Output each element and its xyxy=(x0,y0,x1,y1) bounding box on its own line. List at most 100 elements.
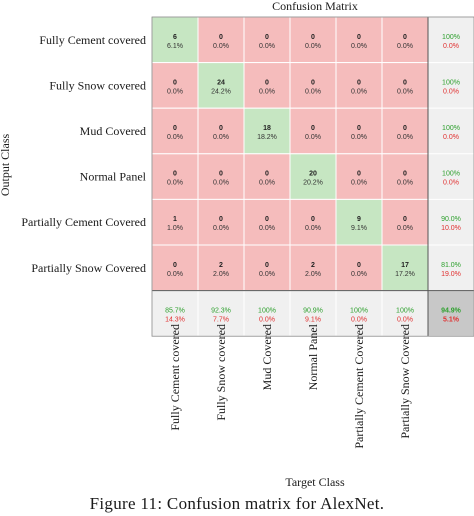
correct-cell xyxy=(151,16,199,64)
row-summary-cell xyxy=(427,107,474,155)
overall-accuracy: 94.9% xyxy=(441,307,462,314)
column-summary-error: 14.3% xyxy=(165,316,185,323)
row-label: Normal Panel xyxy=(80,170,147,184)
error-cell xyxy=(243,153,291,200)
cell-percent: 0.0% xyxy=(397,134,413,141)
column-summary-cell xyxy=(335,290,383,337)
column-summary-error: 0.0% xyxy=(397,316,413,323)
cell-count: 0 xyxy=(403,216,407,223)
row-label: Partially Snow Covered xyxy=(31,261,146,275)
cell-count: 0 xyxy=(357,79,361,86)
row-summary-cell xyxy=(427,198,474,246)
row-summary-error: 0.0% xyxy=(443,134,459,141)
cell-count: 24 xyxy=(217,79,225,86)
cell-percent: 0.0% xyxy=(259,88,275,95)
cell-count: 0 xyxy=(265,34,269,41)
cell-percent: 0.0% xyxy=(259,43,275,50)
cell-percent: 20.2% xyxy=(303,180,323,187)
correct-cell xyxy=(197,62,245,109)
cell-percent: 0.0% xyxy=(397,43,413,50)
cell-percent: 24.2% xyxy=(211,88,231,95)
row-summary-error: 10.0% xyxy=(441,225,461,232)
cell-percent: 18.2% xyxy=(257,134,277,141)
row-summary-error: 19.0% xyxy=(441,271,461,278)
cell-count: 0 xyxy=(173,79,177,86)
cell-count: 2 xyxy=(219,262,223,269)
cell-count: 0 xyxy=(265,171,269,178)
cell-count: 0 xyxy=(219,216,223,223)
y-axis-label: Output Class xyxy=(0,134,12,197)
cell-percent: 0.0% xyxy=(305,43,321,50)
cell-percent: 0.0% xyxy=(397,180,413,187)
row-label: Partially Cement Covered xyxy=(21,215,146,229)
column-label: Mud Covered xyxy=(260,324,274,390)
cell-count: 0 xyxy=(311,34,315,41)
cell-count: 20 xyxy=(309,171,317,178)
error-cell xyxy=(197,16,245,64)
cell-count: 0 xyxy=(403,34,407,41)
error-cell xyxy=(289,62,337,109)
row-label: Mud Covered xyxy=(80,124,146,138)
row-label: Fully Cement covered xyxy=(39,33,146,47)
column-summary-cell xyxy=(197,290,245,337)
cell-count: 6 xyxy=(173,34,177,41)
cell-count: 18 xyxy=(263,125,271,132)
cell-count: 0 xyxy=(265,262,269,269)
cell-percent: 0.0% xyxy=(351,43,367,50)
row-summary-error: 0.0% xyxy=(443,88,459,95)
cell-count: 0 xyxy=(265,216,269,223)
cell-percent: 0.0% xyxy=(167,134,183,141)
overall-accuracy-cell xyxy=(427,290,474,337)
cell-count: 0 xyxy=(311,125,315,132)
column-summary-correct: 92.3% xyxy=(211,307,231,314)
chart-title: Confusion Matrix xyxy=(272,0,358,13)
error-cell xyxy=(381,107,429,155)
error-cell xyxy=(381,62,429,109)
error-cell xyxy=(151,153,199,200)
correct-cell xyxy=(289,153,337,200)
row-summary-correct: 90.0% xyxy=(441,216,461,223)
error-cell xyxy=(243,198,291,246)
column-summary-error: 7.7% xyxy=(213,316,229,323)
column-summary-error: 0.0% xyxy=(351,316,367,323)
row-summary-error: 0.0% xyxy=(443,180,459,187)
cell-percent: 9.1% xyxy=(351,225,367,232)
cell-percent: 0.0% xyxy=(397,88,413,95)
cell-count: 0 xyxy=(311,216,315,223)
cell-percent: 2.0% xyxy=(213,271,229,278)
cell-count: 0 xyxy=(357,171,361,178)
error-cell xyxy=(197,153,245,200)
cell-count: 0 xyxy=(265,79,269,86)
overall-error: 5.1% xyxy=(443,316,460,323)
cell-count: 0 xyxy=(357,34,361,41)
row-summary-correct: 100% xyxy=(442,125,460,132)
column-label: Normal Panel xyxy=(306,323,320,390)
cell-percent: 0.0% xyxy=(351,271,367,278)
cell-percent: 0.0% xyxy=(259,225,275,232)
column-summary-correct: 85.7% xyxy=(165,307,185,314)
column-summary-error: 9.1% xyxy=(305,316,321,323)
matrix-border xyxy=(151,16,474,337)
cell-percent: 0.0% xyxy=(213,180,229,187)
cell-count: 0 xyxy=(173,171,177,178)
column-summary-cell xyxy=(243,290,291,337)
cell-count: 0 xyxy=(219,34,223,41)
cell-percent: 0.0% xyxy=(305,225,321,232)
x-axis-label: Target Class xyxy=(285,475,345,489)
column-label: Fully Snow covered xyxy=(214,324,228,421)
column-summary-error: 0.0% xyxy=(259,316,275,323)
correct-cell xyxy=(381,244,429,292)
row-labels: Fully Cement covered Fully Snow covered Mu… xyxy=(21,33,146,275)
cell-percent: 6.1% xyxy=(167,43,183,50)
error-cell xyxy=(335,153,383,200)
cell-count: 0 xyxy=(173,262,177,269)
cell-count: 0 xyxy=(403,79,407,86)
cell-count: 0 xyxy=(173,125,177,132)
row-summary-correct: 100% xyxy=(442,34,460,41)
figure-caption: Figure 11: Confusion matrix for AlexNet. xyxy=(89,494,385,513)
cell-percent: 0.0% xyxy=(351,88,367,95)
cell-count: 0 xyxy=(357,125,361,132)
column-summary-correct: 100% xyxy=(396,307,414,314)
cell-percent: 0.0% xyxy=(167,271,183,278)
